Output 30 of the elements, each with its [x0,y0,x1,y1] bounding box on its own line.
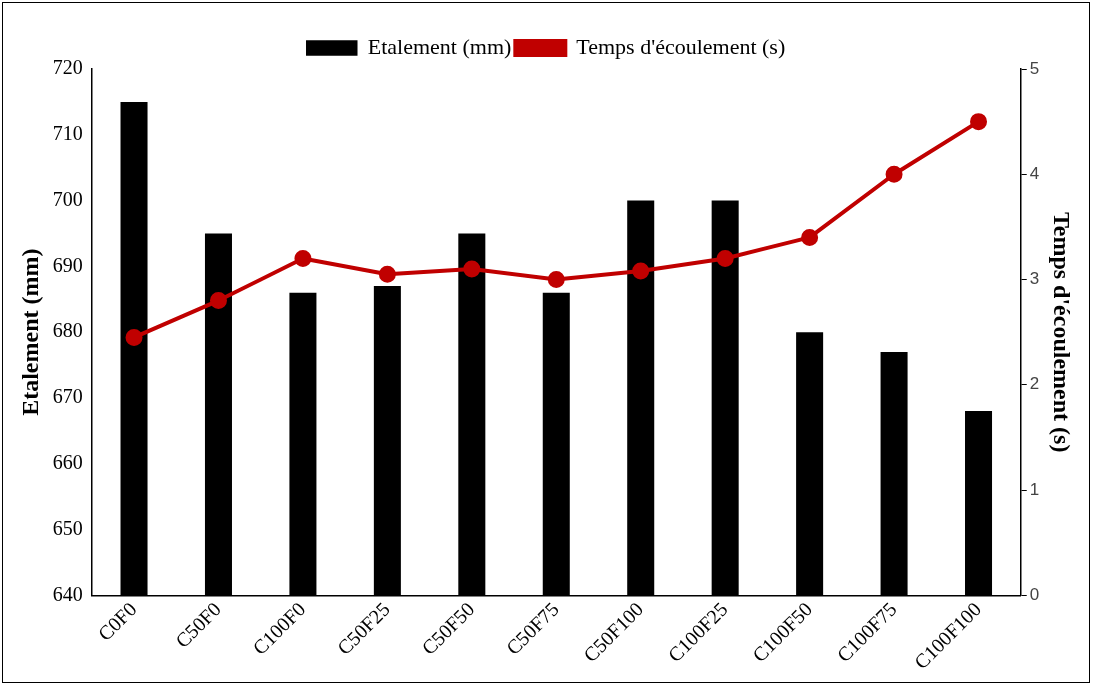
y2-tick-label: 1 [1029,479,1040,499]
point [716,249,734,267]
y2-tick-label: 5 [1029,58,1040,78]
point [801,228,819,246]
y-tick-label: 660 [52,450,83,473]
point [378,265,396,283]
point [885,165,903,183]
point [547,271,565,289]
y-tick-label: 700 [52,187,83,210]
y-tick-label: 710 [52,122,83,145]
y-tick-label: 680 [52,319,83,342]
y-axis-title: Etalement (mm) [16,248,43,416]
point [125,328,143,346]
y-tick-label: 650 [52,516,83,539]
legend-label: Temps d'écoulement (s) [576,33,786,59]
legend-label: Etalement (mm) [367,33,512,59]
point [209,292,227,310]
y2-tick-label: 3 [1029,269,1040,289]
y-tick-label: 640 [52,582,83,605]
y2-tick-label: 0 [1029,584,1040,604]
y2-tick-label: 4 [1029,163,1040,183]
y2-axis-title: Temps d'écoulement (s) [1049,211,1076,453]
y-tick-label: 670 [52,385,83,408]
y2-tick-label: 2 [1029,374,1040,394]
point [463,260,481,278]
y-tick-label: 690 [52,253,83,276]
y-tick-label: 720 [52,56,83,79]
point [632,262,650,280]
point [970,113,988,131]
point [294,249,312,267]
